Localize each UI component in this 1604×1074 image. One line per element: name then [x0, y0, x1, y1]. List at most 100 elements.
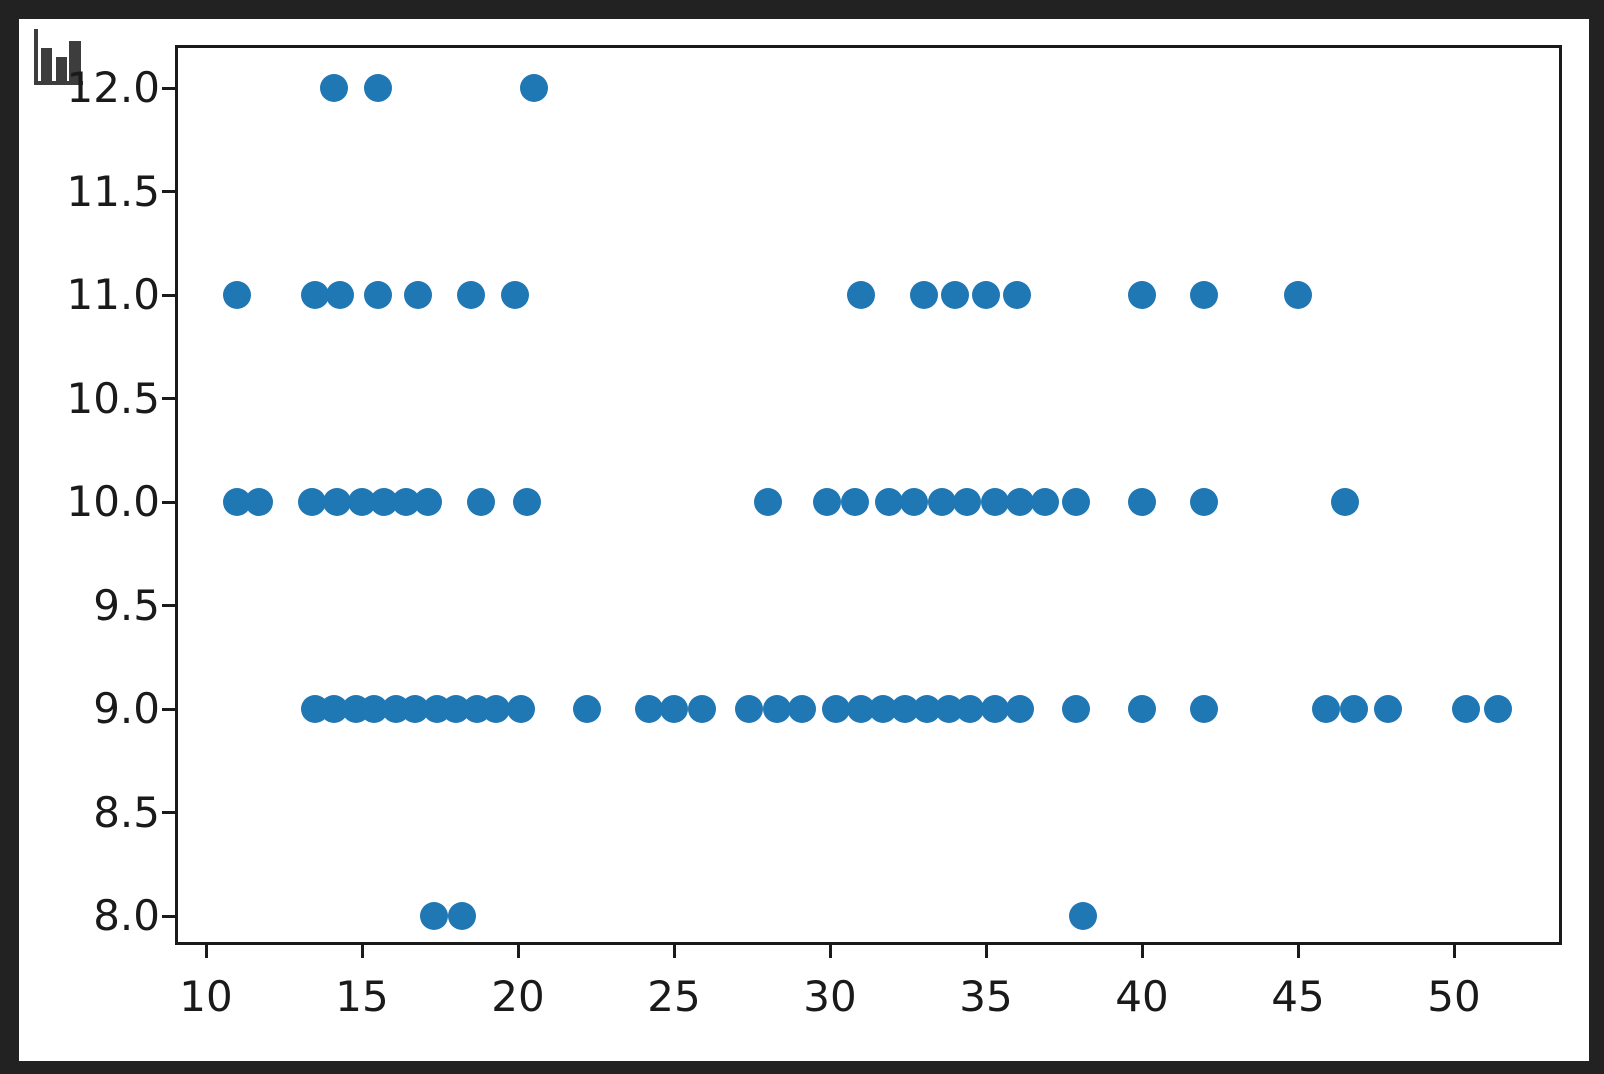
data-point — [1128, 695, 1156, 723]
x-tick-label: 35 — [959, 972, 1013, 1021]
data-point — [734, 695, 763, 723]
data-point — [513, 488, 542, 516]
data-point — [840, 488, 869, 516]
data-point — [1190, 488, 1219, 516]
data-point — [298, 488, 327, 516]
x-tick-label: 30 — [803, 972, 857, 1021]
x-tick-mark — [516, 945, 520, 958]
data-point — [940, 281, 969, 309]
y-tick-label: 10.5 — [66, 373, 160, 423]
y-tick-label: 12.0 — [66, 63, 160, 112]
y-tick-label: 11.0 — [66, 270, 160, 319]
data-point — [847, 281, 876, 309]
y-tick-mark — [162, 86, 175, 90]
data-point — [363, 281, 392, 309]
x-tick-mark — [204, 945, 208, 958]
x-tick-mark — [828, 945, 832, 958]
data-point — [482, 695, 511, 723]
data-point — [1068, 902, 1097, 930]
data-point — [301, 281, 330, 309]
y-tick-mark — [162, 190, 175, 193]
data-point — [956, 695, 985, 723]
data-point — [1330, 488, 1359, 516]
data-point — [660, 695, 688, 723]
x-tick-mark — [672, 945, 676, 958]
icon-bar-1 — [41, 48, 52, 81]
y-tick-mark — [162, 293, 175, 297]
y-tick-mark — [162, 707, 175, 711]
data-point — [1006, 488, 1035, 516]
data-point — [457, 281, 486, 309]
data-point — [572, 695, 601, 723]
data-point — [1062, 488, 1091, 516]
y-tick-label: 8.5 — [93, 787, 160, 837]
y-tick-label: 8.0 — [93, 891, 160, 940]
data-point — [245, 488, 274, 516]
y-tick-label: 11.5 — [66, 166, 160, 216]
y-tick-mark — [162, 500, 175, 504]
data-point — [972, 281, 1000, 309]
x-tick-mark — [1296, 945, 1300, 958]
y-tick-mark — [162, 397, 175, 400]
data-point — [1340, 695, 1369, 723]
y-tick-mark — [162, 811, 175, 814]
x-tick-mark — [1452, 945, 1456, 958]
x-tick-label: 10 — [179, 972, 233, 1021]
data-point — [953, 488, 982, 516]
data-point — [688, 695, 717, 723]
icon-bar-2 — [56, 57, 67, 81]
data-point — [1374, 695, 1403, 723]
y-tick-label: 10.0 — [66, 477, 160, 526]
data-point — [875, 488, 904, 516]
data-point — [507, 695, 536, 723]
data-point — [787, 695, 816, 723]
data-point — [500, 281, 529, 309]
x-tick-label: 50 — [1427, 972, 1481, 1021]
x-tick-label: 40 — [1115, 972, 1169, 1021]
data-point — [1128, 488, 1156, 516]
data-point — [635, 695, 664, 723]
data-point — [909, 281, 938, 309]
data-point — [981, 488, 1010, 516]
x-tick-mark — [984, 945, 988, 958]
y-tick-mark — [162, 914, 175, 918]
data-point — [413, 488, 442, 516]
icon-bar-3 — [69, 41, 81, 81]
data-point — [466, 488, 495, 516]
icon-y-axis — [34, 29, 38, 85]
y-tick-label: 9.5 — [93, 580, 160, 630]
data-point — [753, 488, 782, 516]
data-point — [363, 74, 392, 102]
data-point — [519, 74, 548, 102]
icon-x-axis — [34, 81, 83, 85]
data-point — [1312, 695, 1341, 723]
x-tick-mark — [1140, 945, 1144, 958]
data-point — [323, 488, 352, 516]
data-point — [404, 281, 433, 309]
data-point — [1483, 695, 1512, 723]
data-point — [981, 695, 1010, 723]
x-tick-mark — [360, 945, 364, 958]
data-point — [812, 488, 841, 516]
x-tick-label: 20 — [491, 972, 545, 1021]
data-point — [319, 74, 348, 102]
data-point — [1006, 695, 1035, 723]
bar-chart-icon — [34, 29, 83, 85]
data-point — [1128, 281, 1156, 309]
data-point — [762, 695, 791, 723]
data-point — [1190, 695, 1219, 723]
data-point — [822, 695, 851, 723]
data-point — [928, 488, 957, 516]
x-tick-label: 15 — [335, 972, 389, 1021]
data-point — [1062, 695, 1091, 723]
figure-canvas: 10 15 20 25 30 35 40 45 50 8.0 8.5 9.0 9.5 10.0 10.5 1… — [19, 19, 1589, 1061]
data-point — [419, 902, 448, 930]
data-point — [1284, 281, 1312, 309]
data-point — [326, 281, 355, 309]
data-point — [1190, 281, 1219, 309]
data-point — [1003, 281, 1032, 309]
data-point — [900, 488, 929, 516]
data-point — [1452, 695, 1481, 723]
data-point — [223, 281, 252, 309]
